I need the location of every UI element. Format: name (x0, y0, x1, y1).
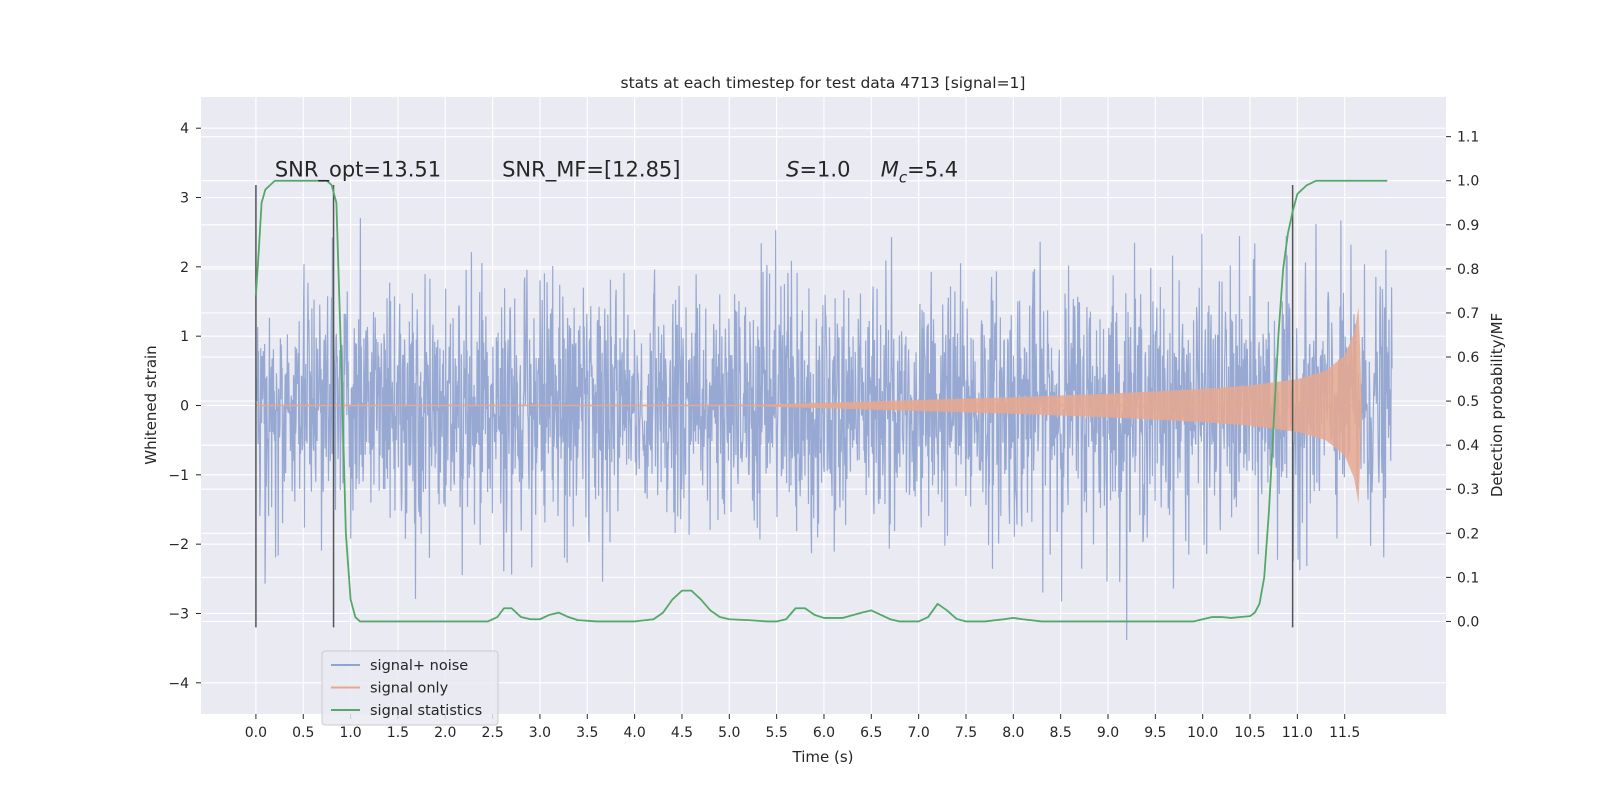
y-left-tick-label: 0 (180, 399, 189, 415)
annotation-2: SNR_MF=[12.85] (502, 158, 680, 183)
x-tick-label: 11.5 (1329, 725, 1360, 741)
signal-statistics-line (255, 179, 1388, 623)
annotation-3: S=1.0 (786, 158, 850, 182)
legend-label: signal only (370, 681, 449, 697)
y-axis-right-label: Detection probability/MF (1488, 313, 1506, 497)
y-left-tick-label: 3 (180, 191, 189, 207)
x-tick-label: 2.0 (434, 725, 456, 741)
legend-label: signal statistics (370, 703, 482, 719)
x-tick-label: 8.5 (1050, 725, 1072, 741)
x-tick-label: 3.0 (529, 725, 551, 741)
legend: signal+ noise signal only signal statistic… (321, 650, 499, 726)
signal-statistics-series (255, 179, 1388, 623)
y-left-tick-label: −2 (168, 537, 189, 553)
x-tick-label: 2.5 (481, 725, 503, 741)
x-tick-label: 4.5 (671, 725, 693, 741)
x-tick-label: 11.0 (1282, 725, 1313, 741)
x-tick-label: 5.0 (718, 725, 740, 741)
chart-title: stats at each timestep for test data 471… (621, 74, 1026, 92)
x-tick-label: 1.5 (387, 725, 409, 741)
y-right-tick-label: 0.0 (1457, 614, 1479, 630)
x-axis-label: Time (s) (792, 748, 854, 766)
y-left-tick-label: −1 (168, 468, 189, 484)
y-right-tick-label: 0.5 (1457, 394, 1479, 410)
vertical-markers (255, 185, 1294, 628)
x-tick-label: 9.0 (1097, 725, 1119, 741)
y-right-tick-label: 0.3 (1457, 482, 1479, 498)
x-tick-label: 10.5 (1234, 725, 1265, 741)
legend-label: signal+ noise (370, 658, 468, 674)
y-left-tick-label: 1 (180, 329, 189, 345)
x-tick-label: 7.0 (908, 725, 930, 741)
y-axis-right-ticks: 0.0 0.1 0.2 0.3 0.4 0.5 0.6 0.7 0.8 0.9 1.0 1.1 (1446, 130, 1479, 630)
y-axis-left-label: Whitened strain (142, 345, 160, 464)
y-right-tick-label: 1.0 (1457, 174, 1479, 190)
y-left-tick-label: −4 (168, 676, 189, 692)
y-right-tick-label: 0.9 (1457, 218, 1479, 234)
y-right-tick-label: 0.4 (1457, 438, 1479, 454)
x-tick-label: 0.0 (245, 725, 267, 741)
x-tick-label: 5.5 (766, 725, 788, 741)
legend-box (321, 650, 499, 726)
signal-noise-line (255, 217, 1393, 641)
x-tick-label: 9.5 (1144, 725, 1166, 741)
y-left-tick-label: 4 (180, 121, 189, 137)
y-right-tick-label: 1.1 (1457, 130, 1479, 146)
y-right-tick-label: 0.2 (1457, 526, 1479, 542)
y-axis-left-ticks: −4 −3 −2 −1 0 1 2 3 4 (168, 121, 201, 692)
annotation-4: Mc=5.4 (881, 158, 958, 187)
signal-noise-series (255, 217, 1393, 641)
annotations: SNR_opt=13.51 SNR_MF=[12.85] S=1.0 Mc=5.4 (275, 158, 958, 187)
x-tick-label: 3.5 (576, 725, 598, 741)
x-tick-label: 4.0 (623, 725, 645, 741)
x-tick-label: 0.5 (292, 725, 314, 741)
x-tick-label: 6.0 (813, 725, 835, 741)
y-left-tick-label: 2 (180, 260, 189, 276)
annotation-1: SNR_opt=13.51 (275, 158, 441, 183)
y-right-tick-label: 0.1 (1457, 570, 1479, 586)
x-axis-ticks: 0.0 0.5 1.0 1.5 2.0 2.5 3.0 3.5 4.0 4.5 5.0 5.5 6.0 6… (245, 714, 1360, 741)
x-tick-label: 10.0 (1187, 725, 1218, 741)
x-tick-label: 8.0 (1002, 725, 1024, 741)
y-right-tick-label: 0.6 (1457, 350, 1479, 366)
x-tick-label: 6.5 (860, 725, 882, 741)
y-right-tick-label: 0.7 (1457, 306, 1479, 322)
y-right-tick-label: 0.8 (1457, 262, 1479, 278)
signal-only-series (255, 306, 1362, 505)
x-tick-label: 7.5 (955, 725, 977, 741)
y-left-tick-label: −3 (168, 606, 189, 622)
x-tick-label: 1.0 (339, 725, 361, 741)
